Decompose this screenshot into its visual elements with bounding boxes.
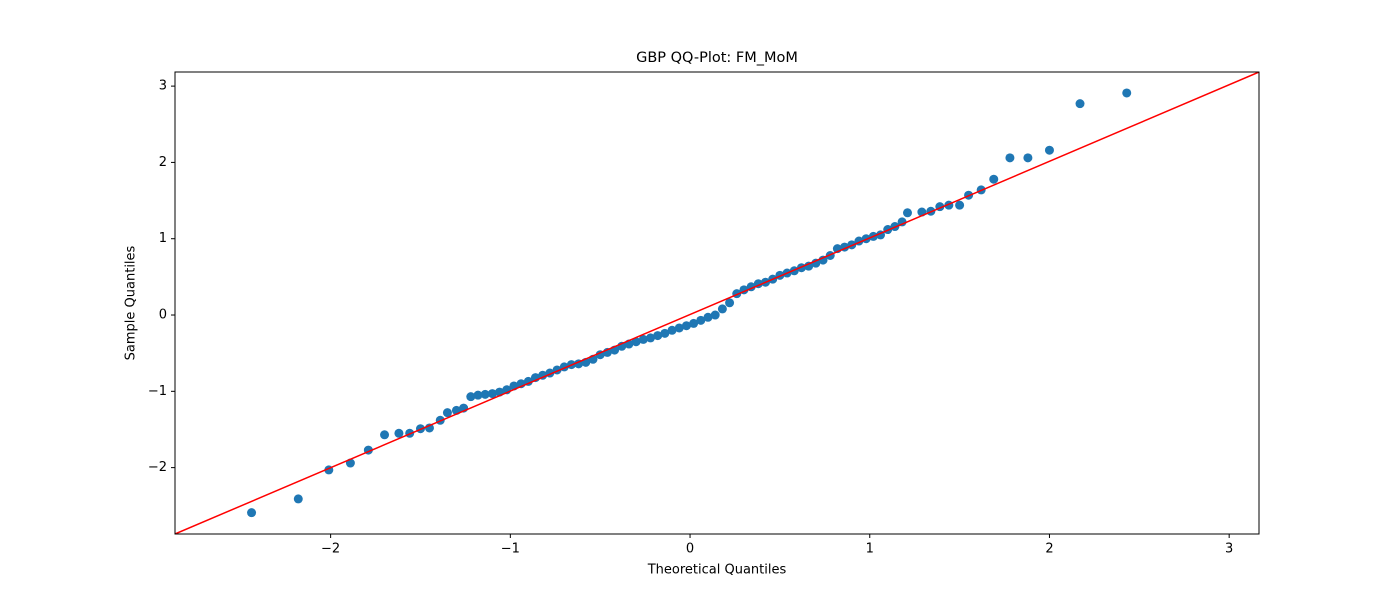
data-point — [689, 318, 699, 328]
data-point — [394, 428, 404, 438]
x-tick-label: 1 — [866, 542, 874, 557]
data-point — [703, 312, 713, 322]
chart-title: GBP QQ-Plot: FM_MoM — [636, 50, 798, 66]
x-tick-label: 0 — [686, 542, 694, 557]
data-point — [696, 315, 706, 325]
y-tick-label: 3 — [159, 79, 167, 94]
data-point — [247, 508, 257, 518]
data-point — [897, 217, 907, 227]
data-point — [466, 392, 476, 402]
data-point — [473, 390, 483, 400]
data-point — [646, 333, 656, 343]
data-point — [380, 430, 390, 440]
data-point — [811, 258, 821, 268]
data-point — [989, 174, 999, 184]
data-point — [1122, 88, 1132, 98]
x-tick-label: −2 — [321, 542, 340, 557]
data-point — [710, 310, 720, 320]
data-point — [660, 328, 670, 338]
plot-area — [175, 72, 1259, 534]
y-axis-label: Sample Quantiles — [124, 245, 139, 360]
data-point — [902, 208, 912, 218]
data-point — [1044, 145, 1054, 155]
y-tick-label: 2 — [159, 155, 167, 170]
data-point — [638, 334, 648, 344]
data-point — [1023, 153, 1033, 163]
y-tick-label: −1 — [148, 384, 167, 399]
data-point — [955, 200, 965, 210]
y-tick-label: 0 — [159, 308, 167, 323]
axes-frame — [174, 71, 1260, 535]
data-point — [674, 323, 684, 333]
data-point — [1005, 153, 1015, 163]
data-point — [725, 298, 735, 308]
data-point — [631, 337, 641, 347]
data-point — [667, 325, 677, 335]
reference-line — [175, 72, 1259, 534]
data-point — [818, 255, 828, 265]
data-point — [653, 331, 663, 341]
x-axis-label: Theoretical Quantiles — [647, 563, 787, 578]
data-point — [1075, 99, 1085, 109]
data-point — [681, 321, 691, 331]
x-tick-label: 2 — [1045, 542, 1053, 557]
data-point — [480, 389, 490, 399]
data-point — [717, 304, 727, 314]
data-point — [442, 408, 452, 418]
data-point — [804, 261, 814, 271]
y-tick-label: 1 — [159, 231, 167, 246]
data-point — [487, 389, 497, 399]
x-tick-label: 3 — [1225, 542, 1233, 557]
x-tick-label: −1 — [501, 542, 520, 557]
y-tick-label: −2 — [148, 460, 167, 475]
data-point — [293, 494, 303, 504]
